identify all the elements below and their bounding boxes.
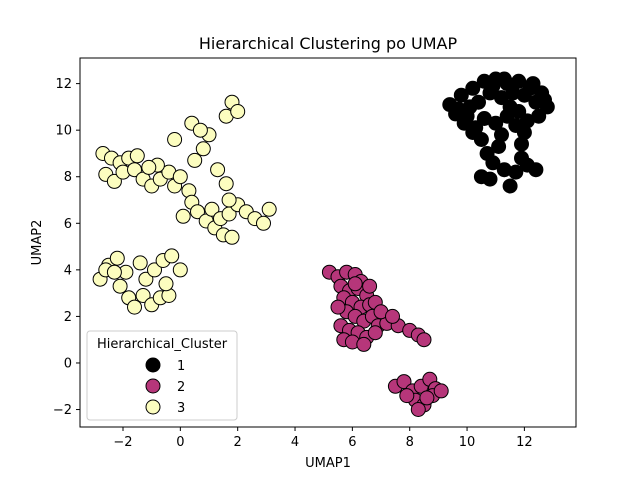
scatter-point-cluster-3 — [224, 229, 240, 245]
scatter-point-cluster-1 — [525, 76, 541, 92]
scatter-point-cluster-3 — [127, 299, 142, 315]
chart-title: Hierarchical Clustering po UMAP — [199, 34, 458, 53]
y-tick-label: 2 — [64, 310, 72, 325]
y-tick-label: 12 — [55, 77, 72, 92]
scatter-point-cluster-2 — [356, 336, 372, 352]
scatter-point-cluster-2 — [385, 308, 400, 324]
x-tick-label: 8 — [406, 435, 414, 450]
scatter-point-cluster-3 — [167, 132, 183, 147]
scatter-point-cluster-3 — [109, 250, 125, 266]
scatter-point-cluster-2 — [419, 390, 435, 406]
scatter-point-cluster-3 — [218, 176, 234, 192]
scatter-point-cluster-3 — [164, 248, 180, 264]
y-tick-label: 6 — [64, 217, 72, 232]
scatter-point-cluster-3 — [106, 264, 122, 280]
scatter-point-cluster-3 — [135, 288, 151, 303]
scatter-point-cluster-1 — [528, 162, 544, 178]
scatter-point-cluster-3 — [132, 255, 148, 271]
scatter-point-cluster-3 — [129, 148, 145, 164]
scatter-point-cluster-3 — [175, 208, 191, 224]
y-tick-label: −2 — [53, 403, 72, 418]
scatter-point-cluster-1 — [453, 87, 469, 103]
scatter-point-cluster-3 — [192, 122, 208, 138]
scatter-point-cluster-3 — [210, 162, 226, 178]
x-tick-label: 4 — [291, 435, 299, 450]
x-tick-label: 10 — [459, 435, 476, 450]
legend-marker-3 — [145, 399, 161, 415]
scatter-point-cluster-3 — [172, 262, 188, 278]
scatter-point-cluster-3 — [187, 152, 203, 168]
scatter-point-cluster-3 — [147, 262, 162, 278]
scatter-point-cluster-1 — [508, 164, 524, 180]
scatter-point-cluster-1 — [496, 71, 512, 87]
legend-label-2: 2 — [177, 380, 185, 395]
legend: Hierarchical_Cluster 1 2 3 — [86, 330, 238, 421]
scatter-point-cluster-1 — [485, 78, 501, 94]
legend-marker-1 — [145, 357, 161, 373]
scatter-point-cluster-2 — [367, 325, 383, 341]
scatter-point-cluster-3 — [127, 162, 142, 178]
legend-label-1: 1 — [177, 359, 185, 374]
scatter-point-cluster-1 — [476, 111, 492, 126]
scatter-point-cluster-1 — [508, 118, 524, 133]
scatter-point-cluster-1 — [502, 99, 518, 115]
legend-label-3: 3 — [177, 401, 185, 416]
scatter-point-cluster-1 — [511, 73, 527, 89]
x-tick-label: 6 — [348, 435, 356, 450]
x-tick-label: 0 — [176, 435, 184, 450]
legend-marker-2 — [145, 378, 161, 394]
scatter-point-cluster-3 — [112, 278, 128, 294]
scatter-point-cluster-1 — [485, 155, 501, 171]
scatter-point-cluster-1 — [502, 178, 518, 194]
y-tick-label: 8 — [64, 170, 72, 185]
legend-box — [86, 330, 238, 421]
scatter-point-cluster-1 — [514, 136, 529, 152]
scatter-point-cluster-2 — [416, 332, 432, 348]
x-axis-label: UMAP1 — [305, 456, 351, 471]
scatter-point-cluster-1 — [451, 101, 466, 117]
y-tick-label: 0 — [64, 356, 72, 371]
scatter-point-cluster-1 — [482, 171, 498, 187]
scatter-point-cluster-2 — [362, 278, 378, 294]
y-tick-label: 4 — [64, 263, 72, 278]
y-tick-label: 10 — [55, 124, 72, 139]
scatter-point-cluster-3 — [221, 192, 237, 208]
scatter-point-cluster-3 — [230, 104, 246, 119]
scatter-point-cluster-1 — [537, 92, 552, 108]
scatter-point-cluster-3 — [106, 173, 122, 189]
scatter-point-cluster-2 — [347, 276, 363, 292]
y-axis: −2 0 2 4 6 8 10 12 — [53, 77, 80, 418]
scatter-point-cluster-1 — [465, 80, 481, 96]
scatter-point-cluster-3 — [141, 159, 157, 175]
scatter-point-cluster-3 — [172, 169, 188, 185]
scatter-point-cluster-2 — [396, 374, 412, 390]
scatter-point-cluster-2 — [330, 299, 346, 315]
x-tick-label: −2 — [113, 435, 132, 450]
scatter-point-cluster-3 — [195, 141, 211, 157]
scatter-point-cluster-2 — [433, 383, 449, 399]
scatter-point-cluster-1 — [494, 127, 509, 143]
x-tick-label: 2 — [234, 435, 242, 450]
scatter-point-cluster-2 — [399, 388, 415, 404]
points-layer — [92, 71, 555, 417]
scatter-point-cluster-2 — [410, 402, 426, 417]
scatter-point-cluster-3 — [138, 271, 154, 287]
legend-title: Hierarchical_Cluster — [97, 337, 228, 352]
scatter-point-cluster-3 — [261, 201, 277, 217]
x-axis: −2 0 2 4 6 8 10 12 — [113, 427, 533, 450]
plot-area-frame — [79, 57, 577, 428]
scatter-point-cluster-3 — [158, 276, 174, 292]
scatter-point-cluster-3 — [256, 215, 271, 231]
x-tick-label: 12 — [516, 435, 533, 450]
scatter-point-cluster-3 — [190, 204, 205, 220]
scatter-point-cluster-1 — [456, 115, 472, 131]
scatter-point-cluster-3 — [204, 201, 220, 217]
y-axis-label: UMAP2 — [30, 220, 45, 266]
legend-entries: 1 2 3 — [145, 357, 185, 416]
scatter-point-cluster-1 — [465, 125, 481, 140]
